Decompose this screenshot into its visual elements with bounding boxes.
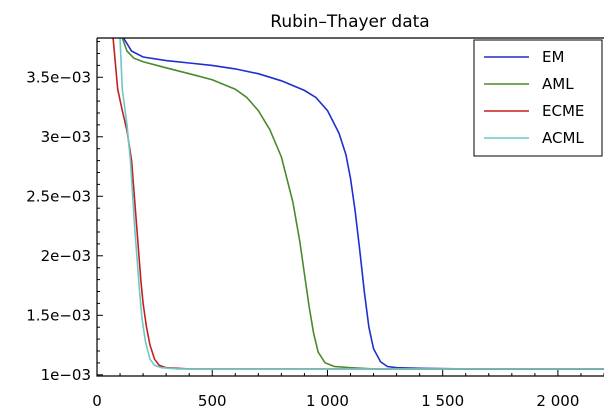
x-tick-label: 1 000 [306, 392, 349, 410]
legend-label-em: EM [542, 48, 564, 66]
series-line-acml [119, 38, 604, 370]
x-tick-label: 500 [198, 392, 227, 410]
legend-label-acml: ACML [542, 129, 584, 147]
x-tick-label: 0 [92, 392, 102, 410]
y-tick-label: 3.5e−03 [26, 68, 91, 86]
x-tick-label: 2 000 [536, 392, 579, 410]
y-axis: 1e−03 1.5e−03 2e−03 2.5e−03 3e−03 3.5e−03 [26, 41, 103, 384]
x-tick-label: 1 500 [421, 392, 464, 410]
legend-label-aml: AML [542, 75, 574, 93]
legend-box [473, 39, 603, 157]
series-line-ecme [112, 38, 604, 370]
y-tick-label: 2e−03 [41, 247, 91, 265]
series-line-aml [121, 38, 604, 370]
y-tick-label: 3e−03 [41, 128, 91, 146]
x-axis: 0 500 1 000 1 500 2 000 [92, 370, 604, 410]
legend-label-ecme: ECME [542, 102, 584, 120]
y-tick-label: 1.5e−03 [26, 306, 91, 324]
chart-title: Rubin–Thayer data [270, 12, 429, 32]
legend: EM AML ECME ACML [473, 39, 603, 157]
series-line-em [122, 38, 604, 370]
y-tick-label: 2.5e−03 [26, 187, 91, 205]
y-tick-label: 1e−03 [41, 366, 91, 384]
